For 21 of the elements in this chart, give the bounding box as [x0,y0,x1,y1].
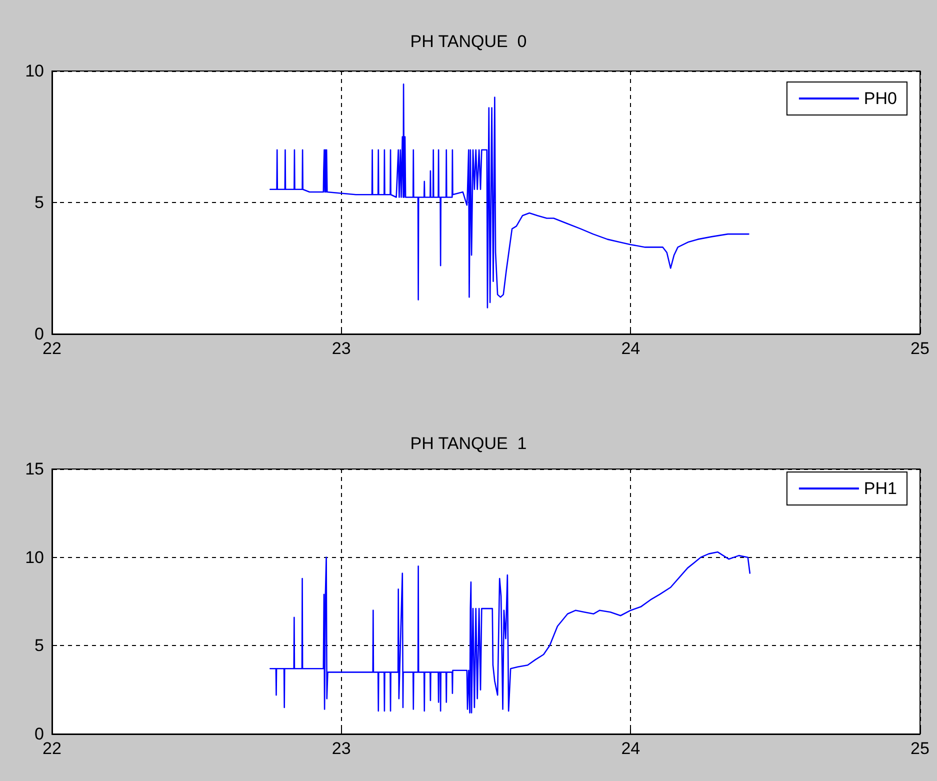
chart-title: PH TANQUE 1 [410,434,527,453]
x-tick-label: 25 [910,339,930,358]
legend-label: PH0 [864,89,898,108]
y-tick-label: 5 [34,636,44,656]
y-tick-label: 5 [34,193,44,212]
line-series [270,84,750,308]
y-tick-label: 10 [25,62,44,80]
y-tick-label: 10 [25,548,44,567]
y-tick-label: 15 [25,460,44,478]
x-tick-label: 25 [910,739,930,758]
x-tick-label: 24 [621,339,640,358]
x-tick-label: 23 [332,739,351,758]
y-tick-label: 0 [34,324,44,344]
x-tick-label: 23 [332,339,351,358]
x-tick-label: 22 [42,739,62,758]
x-tick-label: 22 [42,339,62,358]
x-tick-label: 24 [621,739,640,758]
line-series [270,551,751,714]
y-tick-label: 0 [34,724,44,744]
legend-label: PH1 [864,479,898,498]
chart-title: PH TANQUE 0 [410,32,527,51]
